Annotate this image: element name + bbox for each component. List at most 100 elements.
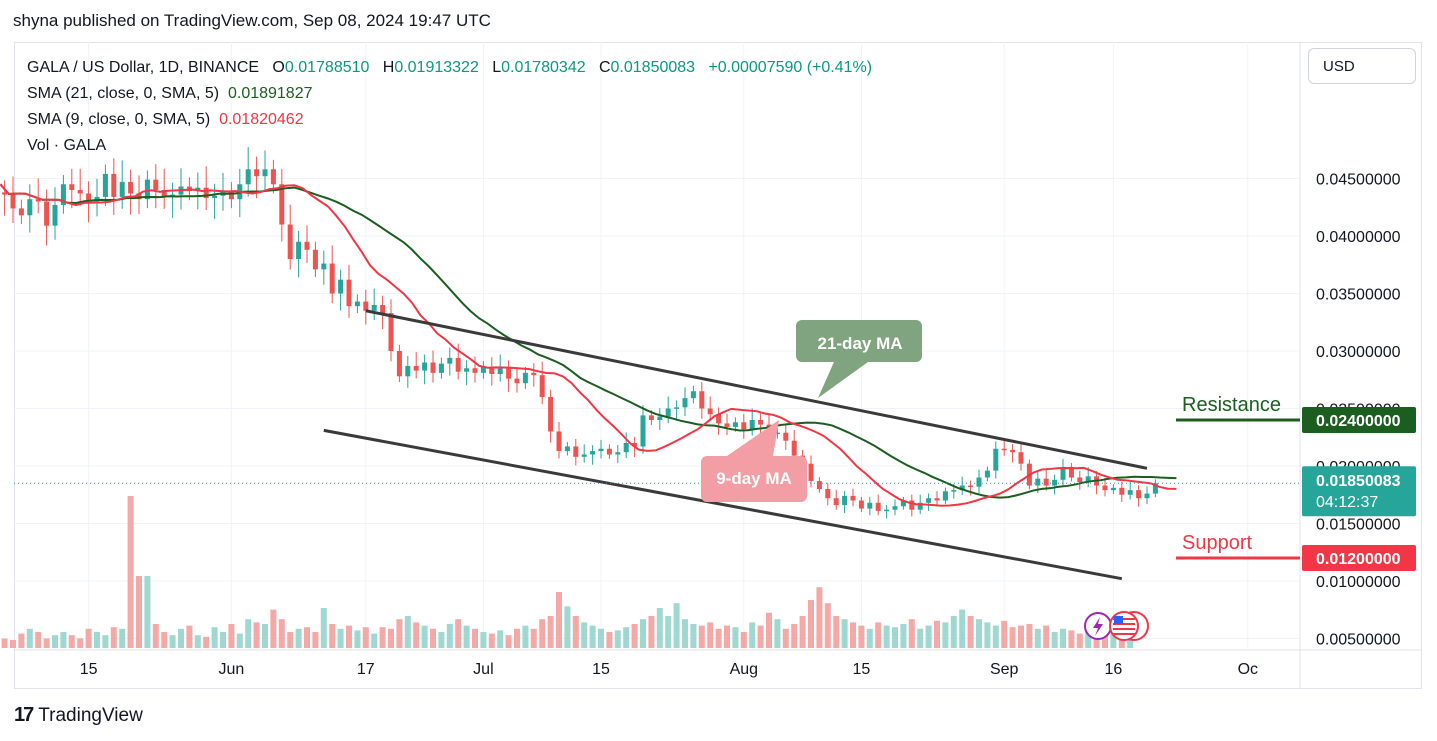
volume-bar (841, 619, 848, 648)
candle-body (581, 454, 587, 457)
candle-body (203, 187, 209, 199)
candle-body (254, 169, 260, 177)
volume-bar (959, 609, 966, 648)
volume-bar (539, 619, 546, 648)
candle-body (758, 420, 764, 425)
price-levels: Resistance 0.02400000 Support 0.01200000 0.0… (14, 394, 1416, 571)
volume-bar (1068, 630, 1075, 648)
volume-bar (127, 496, 134, 648)
volume-bar (530, 628, 537, 648)
candle-body (60, 184, 66, 205)
volume-bar (900, 624, 907, 648)
tradingview-logo-icon[interactable]: 17 (14, 704, 34, 726)
candle-body (136, 193, 142, 200)
candle-body (245, 169, 251, 185)
candle-body (86, 193, 92, 202)
currency-button[interactable]: USD (1308, 48, 1416, 84)
price-tick-label: 0.03500000 (1316, 287, 1401, 304)
candle-body (1035, 478, 1041, 486)
candle-body (934, 498, 940, 501)
candle-body (270, 169, 276, 185)
volume-bar (656, 608, 663, 648)
volume-bar (522, 625, 529, 648)
volume-bar (312, 632, 319, 648)
candle-body (850, 495, 856, 501)
candle-body (539, 375, 545, 397)
volume-row[interactable]: Vol · GALA (27, 133, 872, 159)
candle-body (833, 498, 839, 506)
annotation-callouts: 21-day MA 9-day MA (701, 320, 922, 502)
volume-bar (833, 616, 840, 648)
time-axis[interactable]: 15 Jun 17 Jul 15 Aug 15 Sep 16 Oc (80, 661, 1258, 678)
candle-body (968, 485, 974, 488)
volume-bar (488, 633, 495, 648)
candle-body (959, 485, 965, 491)
volume-bar (581, 622, 588, 648)
event-badges[interactable] (1084, 611, 1149, 641)
volume-bar (60, 632, 67, 648)
time-tick-label: Jul (473, 661, 493, 678)
volume-bar (186, 625, 193, 648)
candle-body (640, 415, 646, 447)
sma21-row[interactable]: SMA (21, close, 0, SMA, 5) 0.01891827 (27, 81, 872, 107)
candle-body (900, 500, 906, 507)
volume-bar (606, 632, 613, 648)
volume-bar (228, 624, 235, 648)
candle-body (984, 470, 990, 478)
candle-body (472, 368, 478, 373)
brand-name[interactable]: TradingView (38, 704, 143, 726)
candle-body (161, 190, 167, 197)
candle-body (1110, 487, 1116, 491)
candle-body (1119, 487, 1125, 495)
volume-bar (1, 638, 8, 648)
price-tick-label: 0.04000000 (1316, 229, 1401, 246)
volume-bar (354, 630, 361, 648)
volume-bar (715, 628, 722, 648)
candle-body (380, 305, 386, 314)
candle-body (489, 367, 495, 374)
volume-bar (446, 624, 453, 648)
candle-body (674, 407, 680, 409)
volume-bar (1093, 635, 1100, 648)
candle-body (514, 378, 520, 384)
publisher-line: shyna published on TradingView.com, Sep … (13, 11, 491, 30)
low-label: L (492, 59, 502, 76)
volume-bar (808, 600, 814, 648)
volume-bar (169, 635, 176, 648)
volume-bar (497, 630, 504, 648)
volume-bar (203, 636, 210, 648)
volume-bar (1001, 620, 1008, 648)
volume-bar (262, 624, 268, 648)
candle-body (707, 408, 713, 415)
volume-label: Vol · GALA (27, 137, 107, 154)
volume-bar (992, 625, 999, 648)
candle-body (590, 451, 596, 455)
volume-bar (766, 612, 772, 648)
candles (2, 147, 1158, 519)
volume-bar (304, 627, 310, 648)
chart-frame[interactable] (14, 42, 1422, 689)
volume-bar (18, 633, 25, 648)
candle-body (632, 443, 638, 447)
candle-body (531, 372, 537, 376)
volume-bar (270, 609, 277, 648)
volume-bar (404, 616, 411, 648)
volume-bar (1051, 632, 1058, 648)
sma9-row[interactable]: SMA (9, close, 0, SMA, 5) 0.01820462 (27, 107, 872, 133)
candle-body (296, 241, 302, 259)
volume-bar (925, 625, 932, 648)
candle-body (354, 301, 360, 307)
volume-bar (866, 628, 873, 648)
candle-body (430, 362, 436, 373)
price-tick-label: 0.01000000 (1316, 574, 1401, 591)
candle-body (262, 169, 268, 177)
candle-body (1060, 467, 1066, 480)
candle-body (371, 305, 377, 311)
candle-body (816, 480, 822, 489)
volume-bar (211, 627, 218, 648)
candle-body (909, 500, 915, 510)
candle-body (623, 443, 629, 453)
channel-upper-line (365, 309, 1148, 470)
symbol-title[interactable]: GALA / US Dollar, 1D, BINANCE (27, 59, 260, 76)
